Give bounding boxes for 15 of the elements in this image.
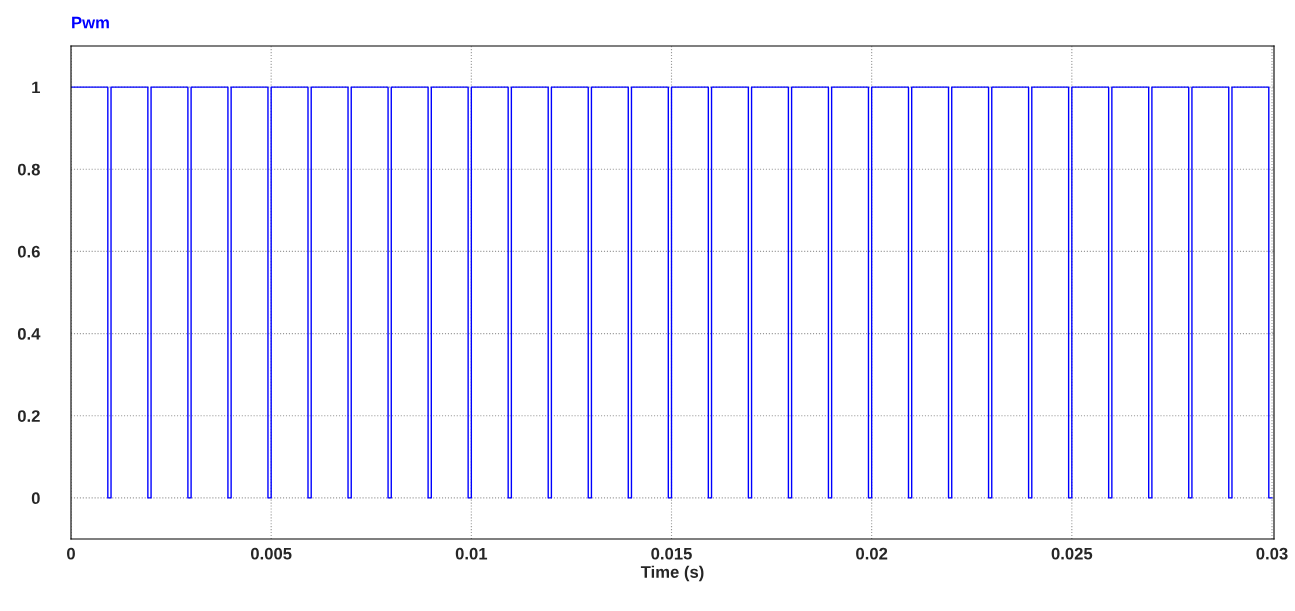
y-tick-label: 0.8 [17,163,40,176]
x-tick-label: 0.01 [455,547,488,560]
y-tick-label: 1 [32,81,40,94]
y-tick-label: 0.2 [17,410,40,422]
x-tick-label: 0.03 [1256,547,1288,560]
y-tick-label: 0.6 [17,245,40,258]
x-tick-label: 0.005 [250,547,292,560]
y-tick-label: 0 [31,492,40,505]
x-tick-label: 0 [67,547,75,560]
x-tick-label: 0.025 [1051,547,1093,560]
x-axis-title: Time (s) [640,565,704,582]
y-tick-label: 0.4 [17,327,41,340]
x-tick-label: 0.015 [651,547,692,560]
x-tick-label: 0.02 [856,547,888,560]
chart-title: Pwm [72,16,109,29]
